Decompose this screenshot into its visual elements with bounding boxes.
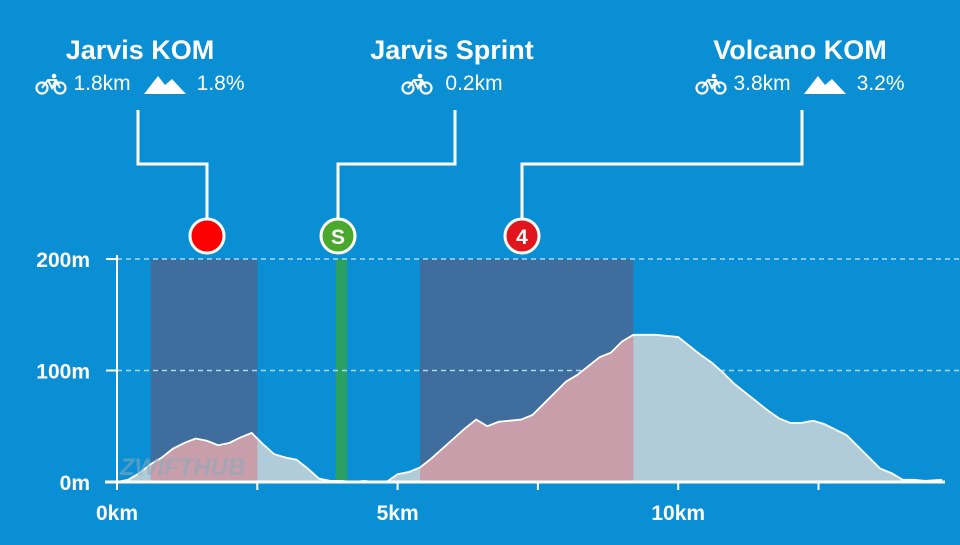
bicycle-icon <box>695 73 728 95</box>
bicycle-icon <box>35 73 68 95</box>
y-tick-label-2: 200m <box>36 249 90 272</box>
x-tick-label-1: 5km <box>377 502 419 525</box>
mountain-icon <box>803 76 846 94</box>
segment-connector-line-1 <box>336 110 457 222</box>
segment-length: 1.8km <box>73 72 131 95</box>
segment-name: Volcano KOM <box>713 35 887 65</box>
segment-badge-1 <box>319 217 357 255</box>
segment-header-0[interactable]: Jarvis KOM 1.8km 1.8% <box>20 34 260 96</box>
bicycle-icon <box>401 73 434 95</box>
elevation-area <box>117 334 942 482</box>
segment-badge-2 <box>503 217 541 255</box>
climb-area-2 <box>420 334 634 482</box>
segment-stats: 0.2km <box>352 72 552 96</box>
segment-grade: 3.2% <box>856 72 905 95</box>
x-tick-label-0: 0km <box>96 502 138 525</box>
segment-connector-line-2 <box>520 110 804 222</box>
segment-grade: 1.8% <box>196 72 245 95</box>
segment-region-1 <box>335 259 348 482</box>
segment-stats: 3.8km 3.2% <box>680 72 920 96</box>
x-tick-label-2: 10km <box>651 502 705 525</box>
segment-badge-0 <box>188 217 226 255</box>
segment-header-2[interactable]: Volcano KOM 3.8km 3.2% <box>680 34 920 96</box>
segment-name: Jarvis KOM <box>65 35 215 65</box>
segment-length: 3.8km <box>733 72 791 95</box>
y-tick-label-1: 100m <box>36 361 90 384</box>
segment-length: 0.2km <box>445 72 503 95</box>
watermark-text: ZWIFTHUB <box>119 454 245 481</box>
segment-badge-label-2: 4 <box>516 226 528 249</box>
mountain-icon <box>143 76 186 94</box>
segment-stats: 1.8km 1.8% <box>20 72 260 96</box>
segment-header-1[interactable]: Jarvis Sprint 0.2km <box>352 34 552 96</box>
segment-name: Jarvis Sprint <box>370 35 534 65</box>
segment-connector-line-0 <box>136 110 209 222</box>
segment-badge-label-1: S <box>331 226 345 249</box>
elevation-line <box>116 333 943 483</box>
climb-area-0 <box>150 432 258 482</box>
y-tick-label-0: 0m <box>60 472 90 495</box>
